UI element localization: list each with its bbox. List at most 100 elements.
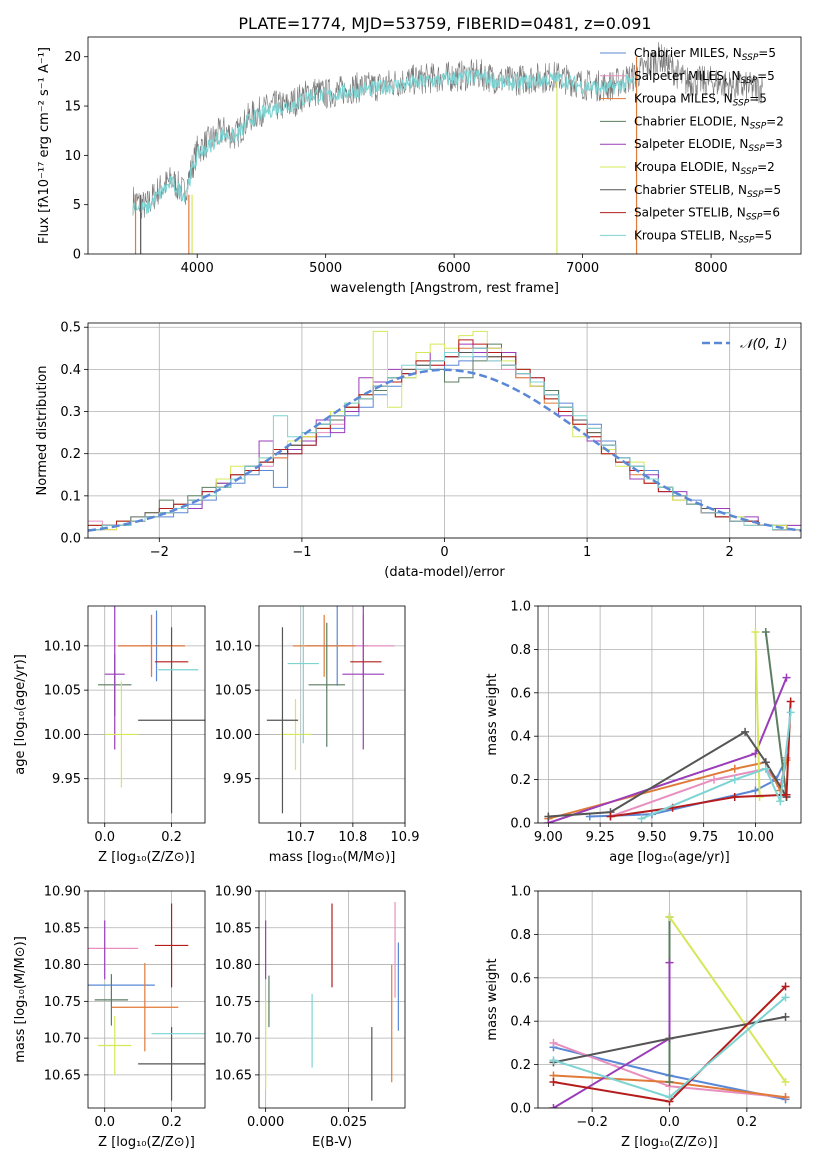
plot-area [88,903,205,1101]
y-axis-label: mass [log₁₀(M/M⊙)] [13,936,28,1063]
y-tick-label: 10.75 [44,995,81,1010]
y-tick-label: 0.2 [510,1058,531,1073]
normal-reference-curve [88,368,801,532]
mass-weight-marker [782,673,791,682]
y-tick-label: 0.6 [510,686,531,701]
legend-entry: Chabrier ELODIE, NSSP=2 [634,114,784,131]
y-tick-label: 10.90 [215,885,252,900]
mass-weight-marker [782,790,791,799]
x-tick-label: 1 [583,545,591,560]
x-axis-label: Z [log₁₀(Z/Z⊙)] [98,1135,195,1150]
x-tick-label: −0.2 [576,1115,608,1130]
x-tick-label: 5000 [309,261,342,276]
y-tick-label: 20 [64,50,81,65]
mass-weight-marker [781,982,790,991]
y-tick-label: 10.00 [44,728,81,743]
mass-weight-marker [730,764,739,773]
panel-age-vs-mass: 10.7 10.8 10.9 9.95 10.00 10.05 10.10 mass [log… [215,605,419,865]
y-tick-label: 0.2 [510,773,531,788]
x-tick-label: 10.7 [286,830,315,845]
mass-weight-marker [665,1093,674,1102]
errorbar-point [104,681,139,788]
mass-weight-series [668,916,787,1083]
plot-area [132,42,763,254]
mass-weight-marker [741,727,750,736]
x-tick-label: 4000 [181,261,214,276]
x-tick-label: −1 [292,545,311,560]
x-axis-label: Z [log₁₀(Z/Z⊙)] [98,850,195,865]
plot-area [544,628,795,823]
y-tick-label: 10.85 [44,921,81,936]
x-tick-label: 9.00 [534,830,563,845]
y-tick-label: 10 [64,149,81,164]
axes-frame [87,890,206,1109]
mass-weight-marker [549,1056,558,1065]
y-tick-label: 10.10 [215,639,252,654]
mass-weight-marker [606,812,615,821]
y-tick-label: 0.8 [510,643,531,658]
y-tick-label: 0.5 [60,321,81,336]
errorbar-point [287,606,319,744]
errorbar-point [138,1027,205,1101]
y-tick-label: 0.8 [510,928,531,943]
mass-weight-marker [637,814,646,823]
plot-area [265,902,399,1101]
x-tick-label: 10.00 [737,830,774,845]
mass-weight-marker [761,764,770,773]
x-tick-label: 9.50 [637,830,666,845]
y-axis-label: mass weight [485,673,500,755]
x-axis-label: age [log₁₀(age/yr)] [609,850,730,865]
legend-entry: 𝒩(0, 1) [740,337,787,352]
errorbar-point [98,1016,132,1075]
x-tick-label: 0.025 [330,1115,367,1130]
axes-frame [258,605,406,824]
y-axis-label: age [log₁₀(age/yr)] [13,654,28,775]
mass-weight-marker [544,812,553,821]
axes-frame [87,322,802,539]
panel-mass-weight-vs-age: 9.00 9.25 9.50 9.75 10.00 0.0 0.2 0.4 0.6 0.8 1.0 a… [485,600,802,865]
mass-weight-marker [776,797,785,806]
y-tick-label: 1.0 [510,600,531,615]
y-tick-label: 10.70 [215,1032,252,1047]
y-tick-label: 10.75 [215,995,252,1010]
legend-entry: Salpeter ELODIE, NSSP=3 [634,137,783,154]
mass-weight-marker [549,1077,558,1086]
axes-frame [537,890,802,1109]
y-tick-label: 9.95 [52,772,81,787]
errorbar-point [118,614,185,677]
x-axis-label: mass [log₁₀(M/M⊙)] [269,850,396,865]
y-tick-label: 10.85 [215,921,252,936]
x-tick-label: 2 [726,545,734,560]
y-axis-label: mass weight [485,958,500,1040]
figure-title: PLATE=1774, MJD=53759, FIBERID=0481, z=0… [238,14,651,33]
errorbar-point [111,963,179,1052]
mass-weight-series [754,631,761,798]
model-spectrum [132,68,635,215]
panel-mass-vs-metallicity: 0.0 0.2 10.65 10.70 10.75 10.80 10.85 10.90 Z [l… [13,885,206,1150]
y-tick-label: 0.0 [510,1102,531,1117]
mass-weight-marker [761,628,770,637]
plot-area [98,606,205,814]
panel-mass-vs-extinction: 0.000 0.025 10.65 10.70 10.75 10.80 10.85 10.90… [215,885,406,1150]
y-tick-label: 0 [73,248,81,263]
histogram-series [88,347,801,531]
legend-entry: Chabrier MILES, NSSP=5 [634,46,776,63]
panel-residual-histogram: −2 −1 0 1 2 0.0 0.1 0.2 0.3 0.4 0.5 (data-model)/er… [35,321,802,580]
mass-weight-marker [786,697,795,706]
x-tick-label: 0.2 [161,1115,182,1130]
x-tick-label: 9.25 [586,830,615,845]
mass-weight-marker [665,913,674,922]
x-axis-label: wavelength [Angstrom, rest frame] [330,281,559,296]
y-tick-label: 10.05 [44,684,81,699]
plot-area [88,330,801,532]
mass-weight-marker [781,1093,790,1102]
errorbar-point [279,699,312,770]
x-tick-label: 0.0 [94,1115,115,1130]
errorbar-point [104,606,125,750]
x-tick-label: −2 [150,545,169,560]
y-tick-label: 0.1 [60,489,81,504]
x-tick-label: 6000 [438,261,471,276]
y-tick-label: 0.0 [510,817,531,832]
y-axis-label: Normed distribution [35,366,50,496]
x-axis-label: (data-model)/error [384,565,505,580]
